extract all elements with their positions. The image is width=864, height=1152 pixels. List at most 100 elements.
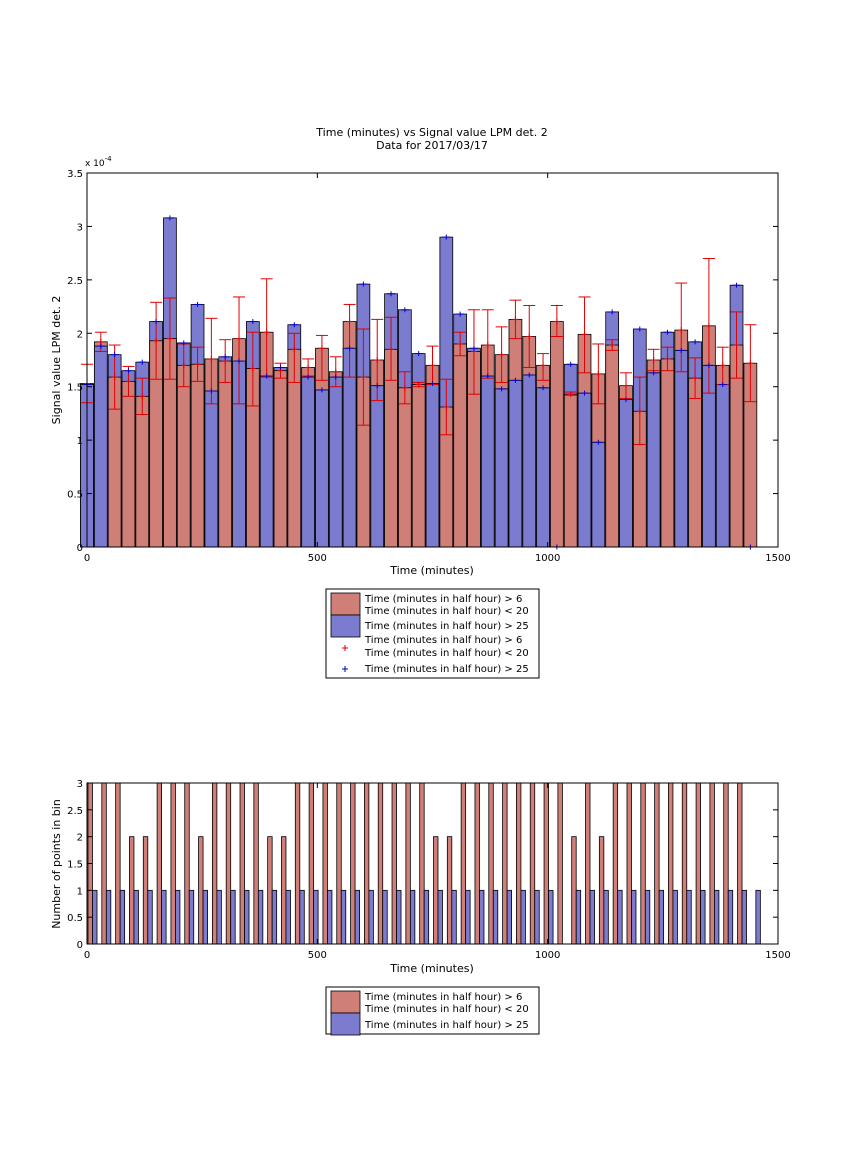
bar-blue	[327, 889, 333, 945]
bar-red	[433, 836, 439, 945]
bar-blue	[506, 889, 513, 945]
bar-blue	[577, 392, 592, 548]
bar-blue	[644, 889, 651, 945]
bar-red	[605, 344, 620, 548]
bar-red	[170, 782, 176, 945]
y-tick-label: 2.5	[67, 276, 83, 287]
bar-blue	[271, 889, 278, 945]
bar-blue	[259, 375, 274, 548]
bar-red	[405, 782, 411, 945]
x-tick-label: 1000	[535, 950, 560, 961]
bar-blue	[340, 889, 347, 945]
chart1-plot: 0 500 1000 1500 0 0.5 1 1.5 2 2.5 3 3.5	[67, 169, 791, 564]
legend-box	[325, 588, 540, 679]
bar-blue	[674, 349, 689, 548]
bar-blue	[548, 889, 554, 945]
bar-blue	[342, 347, 357, 548]
bar-red	[681, 782, 688, 945]
legend-text: Time (minutes in half hour) > 6	[364, 992, 522, 1003]
bar-blue	[755, 889, 761, 945]
bar-blue	[368, 889, 374, 945]
bar-blue	[603, 889, 609, 945]
bar-red	[101, 782, 107, 945]
bar-red	[709, 782, 715, 945]
y-tick-label: 3	[77, 779, 83, 790]
bar-blue	[119, 889, 126, 945]
bar-blue	[313, 889, 319, 945]
bar-red	[612, 782, 619, 945]
bar-blue	[646, 372, 661, 548]
chart1-subtitle: Data for 2017/03/17	[376, 139, 488, 152]
y-tick-label: 2	[77, 329, 83, 340]
bar-blue	[492, 889, 499, 945]
bar-red	[363, 782, 370, 945]
bar-blue	[93, 345, 108, 548]
legend-patch-red	[330, 990, 361, 1014]
legend-text: Time (minutes in half hour) > 25	[364, 621, 529, 632]
bar-blue	[619, 399, 633, 548]
bar-red	[142, 836, 149, 945]
bar-blue	[175, 889, 181, 945]
x-tick-label: 1500	[765, 950, 790, 961]
bar-blue	[92, 889, 98, 945]
chart1-xlabel: Time (minutes)	[389, 564, 474, 577]
chart1-title: Time (minutes) vs Signal value LPM det. …	[315, 126, 547, 139]
x-tick-label: 1500	[765, 553, 790, 564]
legend-text: Time (minutes in half hour) > 25	[364, 664, 529, 675]
bar-red	[626, 782, 632, 945]
bar-red	[557, 782, 563, 945]
bar-red	[474, 782, 480, 945]
bar-blue	[589, 889, 595, 945]
bar-blue	[437, 889, 443, 945]
bar-blue	[354, 889, 360, 945]
bar-red	[723, 782, 729, 945]
bar-red	[411, 384, 426, 548]
bar-red	[550, 321, 564, 548]
bar-blue	[147, 889, 153, 945]
bar-red	[654, 782, 660, 945]
chart2-ylabel: Number of points in bin	[50, 799, 63, 929]
bar-red	[571, 836, 577, 945]
bar-red	[516, 782, 522, 945]
bar-blue	[575, 889, 582, 945]
bar-blue	[741, 889, 747, 945]
bar-red	[135, 395, 150, 548]
bar-red	[190, 363, 205, 548]
bar-red	[273, 370, 288, 548]
bar-red	[218, 360, 233, 548]
chart1-exponent-label: x 10-4	[85, 155, 112, 169]
bar-red	[598, 836, 605, 945]
legend-text: Time (minutes in half hour) > 6	[364, 594, 522, 605]
legend-text: Time (minutes in half hour) < 20	[364, 648, 529, 659]
y-tick-label: 0	[77, 940, 83, 951]
bar-blue	[522, 374, 537, 548]
bar-red	[281, 836, 287, 945]
bar-red	[322, 782, 328, 945]
bar-blue	[479, 889, 485, 945]
y-tick-label: 1	[77, 436, 83, 447]
y-tick-label: 1	[77, 886, 83, 897]
bar-red	[121, 380, 136, 548]
bar-blue	[520, 889, 526, 945]
legend-text: Time (minutes in half hour) < 20	[364, 1004, 529, 1015]
bar-red	[502, 782, 508, 945]
bar-red	[419, 782, 425, 945]
bar-red	[585, 782, 591, 945]
y-tick-label: 0	[77, 543, 83, 554]
bar-red	[176, 364, 191, 548]
bar-blue	[534, 889, 540, 945]
bar-blue	[700, 889, 706, 945]
bar-blue	[465, 889, 471, 945]
bar-blue	[727, 889, 734, 945]
bar-blue	[396, 889, 402, 945]
bar-blue	[425, 383, 440, 548]
bar-red	[543, 782, 549, 945]
bar-blue	[161, 889, 167, 945]
y-tick-label: 2.5	[67, 806, 83, 817]
bar-red	[488, 782, 494, 945]
bar-blue	[105, 889, 112, 945]
bar-red	[239, 782, 245, 945]
bar-red	[253, 782, 259, 945]
